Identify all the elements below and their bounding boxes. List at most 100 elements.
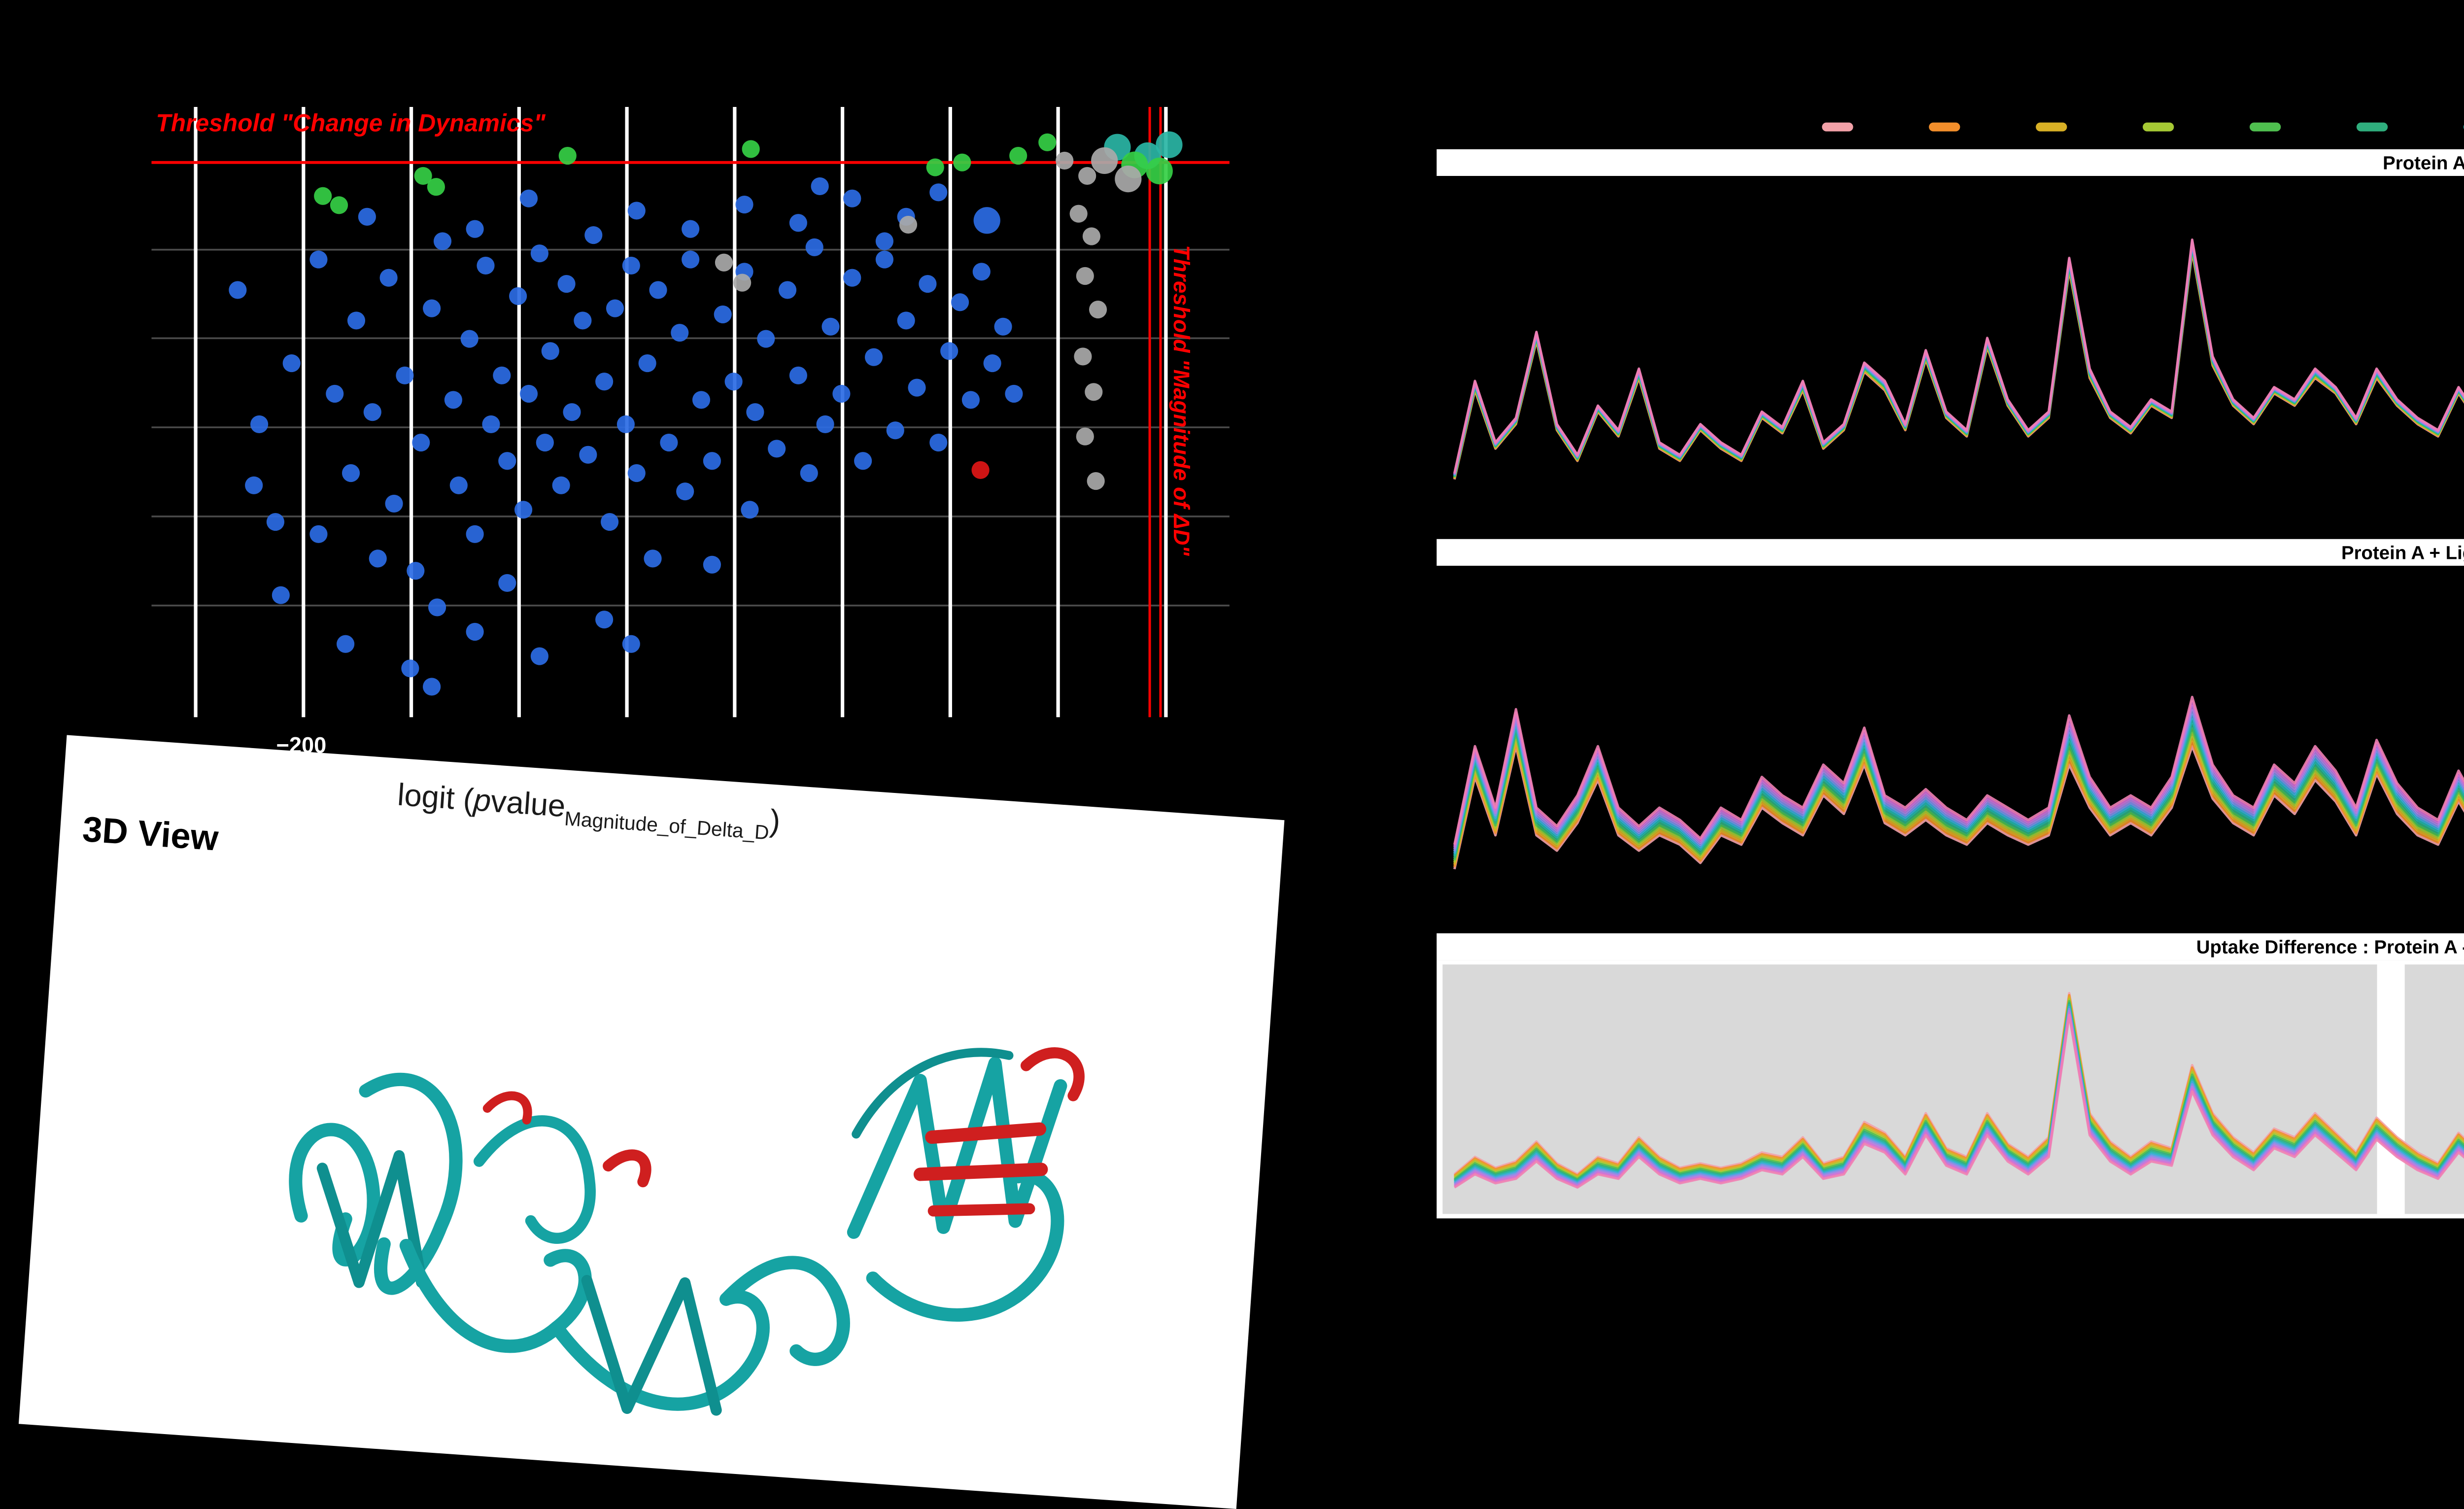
scatter-point-blue[interactable] [498,574,516,592]
scatter-point-blue[interactable] [530,647,548,665]
scatter-point-blue[interactable] [493,366,511,384]
scatter-point-blue[interactable] [477,256,495,275]
scatter-point-blue[interactable] [616,415,635,434]
scatter-point-gray[interactable] [715,253,733,272]
scatter-point-blue[interactable] [622,635,640,653]
scatter-point-blue[interactable] [401,659,419,678]
scatter-point-gray[interactable] [733,274,752,292]
uptake-difference-chart[interactable] [1437,960,2464,1219]
legend-swatch-4[interactable] [2141,122,2173,131]
scatter-point-green[interactable] [414,167,432,185]
series-line-5[interactable] [1453,666,2464,861]
scatter-point-blue[interactable] [606,299,624,317]
scatter-point-cluster-gray[interactable] [1115,165,1142,193]
scatter-point-blue[interactable] [498,452,516,470]
scatter-point-blue[interactable] [854,452,872,470]
scatter-point-blue[interactable] [843,269,861,287]
series-line-9[interactable] [1454,1007,2464,1185]
scatter-point-blue[interactable] [692,391,711,409]
series-line-11[interactable] [1453,617,2464,847]
series-line-6[interactable] [1453,658,2464,858]
scatter-point-gray[interactable] [1069,205,1088,223]
scatter-point-blue[interactable] [347,311,366,330]
scatter-point-blue[interactable] [789,214,807,232]
scatter-point-blue[interactable] [940,342,958,360]
series-line-8[interactable] [1453,1005,2464,1184]
series-line-8[interactable] [1453,242,2464,487]
scatter-point-blue[interactable] [929,434,948,452]
scatter-point-blue[interactable] [660,434,678,452]
scatter-point-blue[interactable] [972,263,991,281]
scatter-point-blue[interactable] [897,311,915,330]
scatter-point-blue[interactable] [961,391,980,409]
scatter-point-blue[interactable] [449,476,468,494]
scatter-point-blue[interactable] [358,207,376,226]
3d-view-card[interactable]: logit (pvalueMagnitude_of_Delta_D) 3D Vi… [18,735,1285,1509]
series-line-12[interactable] [1453,608,2464,845]
protein-ribbon-structure[interactable] [130,872,1147,1496]
series-line-12[interactable] [1454,1014,2464,1189]
scatter-point-blue[interactable] [778,281,797,299]
scatter-point-blue[interactable] [649,281,667,299]
scatter-point-blue[interactable] [379,269,398,287]
scatter-point-blue[interactable] [245,476,263,494]
scatter-point-blue[interactable] [627,202,646,220]
series-line-12[interactable] [1453,238,2464,474]
scatter-point-blue[interactable] [466,220,484,238]
series-line-4[interactable] [1453,675,2464,863]
series-line-7[interactable] [1453,1003,2464,1183]
scatter-point-blue[interactable] [460,330,479,348]
scatter-point-blue[interactable] [811,177,829,196]
scatter-point-blue[interactable] [644,549,662,568]
scatter-point-blue[interactable] [994,317,1012,336]
scatter-point-blue[interactable] [519,384,538,403]
legend-swatch-3[interactable] [2034,122,2066,131]
scatter-point-blue[interactable] [514,501,533,519]
scatter-point-blue[interactable] [563,403,581,421]
series-line-1[interactable] [1453,700,2464,870]
scatter-point-gray[interactable] [1056,151,1074,170]
scatter-point-gray[interactable] [1078,167,1096,185]
scatter-point-blue[interactable] [530,244,548,263]
scatter-point-blue[interactable] [875,232,893,250]
scatter-point-blue[interactable] [805,238,823,256]
scatter-point-blue[interactable] [541,342,559,360]
scatter-point-blue[interactable] [482,415,500,434]
series-line-4[interactable] [1453,998,2464,1179]
series-line-10[interactable] [1453,240,2464,475]
scatter-point-green[interactable] [1009,146,1027,165]
scatter-point-green[interactable] [427,178,445,196]
scatter-point-cluster-green[interactable] [1146,157,1173,185]
scatter-point-cluster-gray[interactable] [1091,147,1118,174]
scatter-point-blue[interactable] [433,232,452,250]
scatter-point-blue[interactable] [724,373,743,391]
scatter-point-blue[interactable] [919,275,937,293]
series-line-10[interactable] [1454,1010,2464,1187]
protein-a-ligand-chart-svg[interactable] [1437,566,2464,918]
scatter-point-blue[interactable] [423,299,441,317]
series-line-11[interactable] [1454,1012,2464,1188]
scatter-point-blue[interactable] [428,598,446,617]
scatter-point-green[interactable] [742,140,760,158]
scatter-point-blue[interactable] [407,562,425,580]
scatter-point-blue-large[interactable] [973,207,1000,234]
uptake-difference-chart-svg[interactable] [1437,960,2464,1218]
scatter-point-blue[interactable] [369,549,387,568]
scatter-point-blue[interactable] [342,464,360,482]
scatter-point-blue[interactable] [272,586,290,604]
scatter-point-blue[interactable] [509,287,527,305]
scatter-point-blue[interactable] [816,415,834,434]
scatter-point-blue[interactable] [735,196,753,214]
scatter-point-cluster-teal[interactable] [1156,131,1183,158]
scatter-point-green[interactable] [953,153,971,171]
scatter-point-blue[interactable] [536,434,554,452]
scatter-point-blue[interactable] [250,415,269,434]
legend-swatch-1[interactable] [1820,122,1852,131]
scatter-point-blue[interactable] [703,555,721,574]
protein-a-chart[interactable] [1437,176,2464,528]
scatter-point-blue[interactable] [600,513,619,531]
scatter-point-blue[interactable] [574,311,592,330]
scatter-point-blue[interactable] [326,384,344,403]
scatter-point-blue[interactable] [552,476,570,494]
legend-swatch-7[interactable] [2462,122,2464,131]
